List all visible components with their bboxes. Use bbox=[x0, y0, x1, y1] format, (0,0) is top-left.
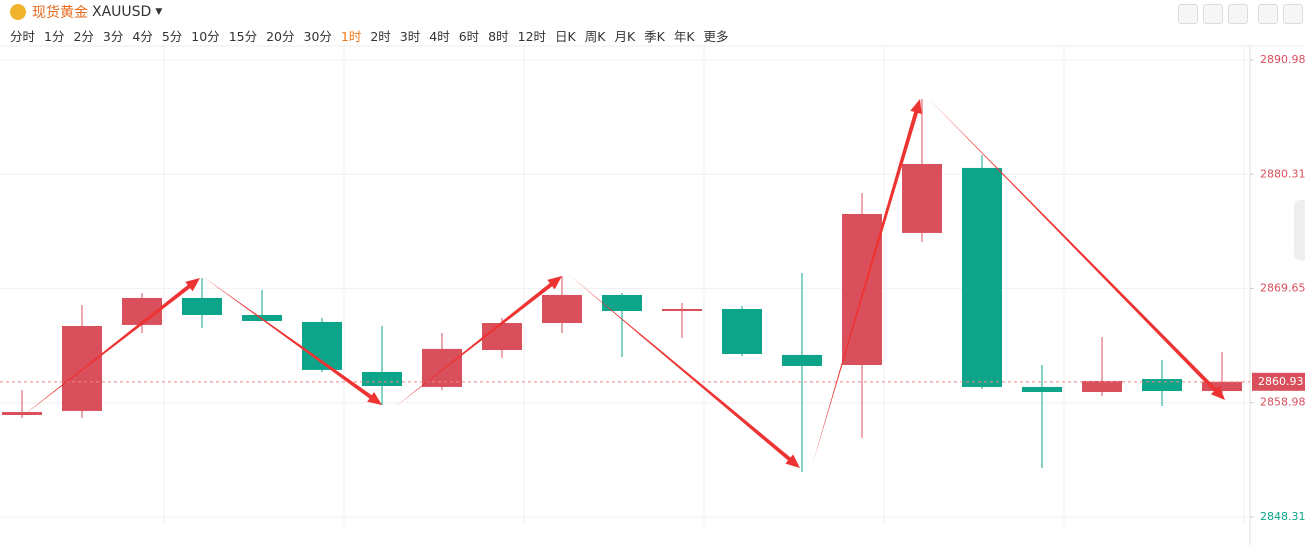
annotation-arrow bbox=[395, 276, 562, 407]
candle-body bbox=[62, 326, 102, 411]
candle-body bbox=[1142, 379, 1182, 392]
interval-tab[interactable]: 年K bbox=[673, 29, 695, 44]
interval-tab[interactable]: 2时 bbox=[370, 29, 391, 44]
interval-tab[interactable]: 8时 bbox=[488, 29, 509, 44]
current-price-label: 2860.93 bbox=[1258, 375, 1304, 388]
dropdown-caret: ▼ bbox=[155, 7, 163, 17]
interval-tab[interactable]: 1分 bbox=[44, 29, 65, 44]
annotation-arrow bbox=[812, 99, 922, 466]
candle-body bbox=[2, 412, 42, 416]
y-tick-label: 2848.31 bbox=[1260, 510, 1305, 523]
candle-body bbox=[482, 323, 522, 351]
interval-tab[interactable]: 6时 bbox=[458, 29, 480, 44]
interval-tab[interactable]: 12时 bbox=[517, 29, 547, 44]
tool-icon[interactable] bbox=[1228, 4, 1248, 24]
interval-tab[interactable]: 15分 bbox=[228, 29, 258, 44]
interval-tab[interactable]: 20分 bbox=[266, 29, 295, 44]
candle-body bbox=[362, 371, 402, 386]
side-tab[interactable] bbox=[1294, 200, 1305, 260]
fullscreen-icon[interactable] bbox=[1258, 4, 1278, 24]
close-icon[interactable] bbox=[1283, 4, 1303, 24]
candle-body bbox=[602, 294, 642, 312]
interval-tab[interactable]: 3分 bbox=[102, 29, 124, 44]
y-tick-label: 2890.98 bbox=[1260, 53, 1305, 66]
symbol: XAUUSD bbox=[92, 4, 152, 20]
annotation-arrow bbox=[20, 278, 200, 418]
candle-body bbox=[182, 297, 222, 315]
interval-tab[interactable]: 4分 bbox=[132, 29, 153, 44]
interval-tab[interactable]: 2分 bbox=[73, 29, 94, 44]
interval-tab[interactable]: 3时 bbox=[399, 29, 421, 44]
interval-tab[interactable]: 日K bbox=[555, 29, 576, 44]
candle-body bbox=[902, 163, 942, 233]
y-tick-label: 2869.65 bbox=[1260, 281, 1305, 294]
interval-tab[interactable]: 10分 bbox=[191, 29, 220, 44]
interval-tab[interactable]: 月K bbox=[614, 29, 636, 44]
interval-tab[interactable]: 更多 bbox=[703, 29, 729, 44]
candle-body bbox=[962, 167, 1002, 387]
tool-icon[interactable] bbox=[1203, 4, 1223, 24]
candle-body bbox=[1202, 381, 1242, 392]
candle-body bbox=[662, 308, 702, 312]
y-tick-label: 2858.98 bbox=[1260, 396, 1305, 409]
interval-tab[interactable]: 分时 bbox=[10, 29, 36, 44]
y-tick-label: 2880.31 bbox=[1260, 167, 1305, 180]
interval-tab[interactable]: 30分 bbox=[303, 29, 332, 44]
interval-tab[interactable]: 4时 bbox=[429, 29, 450, 44]
annotation-arrow bbox=[202, 276, 382, 405]
header[interactable]: 现货黄金 XAUUSD ▼ bbox=[32, 2, 162, 22]
interval-tab[interactable]: 5分 bbox=[161, 29, 183, 44]
interval-toolbar: 分时 1分 2分 3分 4分 5分 10分 15分 20分 30分 1时 2时 3时 4时 6时 8时 12时日… bbox=[10, 26, 738, 45]
gold-icon bbox=[10, 4, 26, 20]
current-price-box bbox=[1252, 372, 1305, 391]
annotation-arrow bbox=[928, 98, 1225, 400]
candle-body bbox=[722, 308, 762, 354]
annotation-arrow bbox=[568, 274, 800, 468]
interval-tab[interactable]: 1时 bbox=[340, 29, 362, 44]
interval-tab[interactable]: 季K bbox=[644, 29, 665, 44]
candle-body bbox=[242, 314, 282, 321]
tool-icon[interactable] bbox=[1178, 4, 1198, 24]
interval-tab[interactable]: 周K bbox=[584, 29, 606, 44]
candle-body bbox=[782, 354, 822, 366]
candle-body bbox=[1022, 386, 1062, 392]
instrument-name: 现货黄金 bbox=[32, 5, 88, 21]
candle-body bbox=[542, 294, 582, 324]
candle-body bbox=[1082, 380, 1122, 392]
